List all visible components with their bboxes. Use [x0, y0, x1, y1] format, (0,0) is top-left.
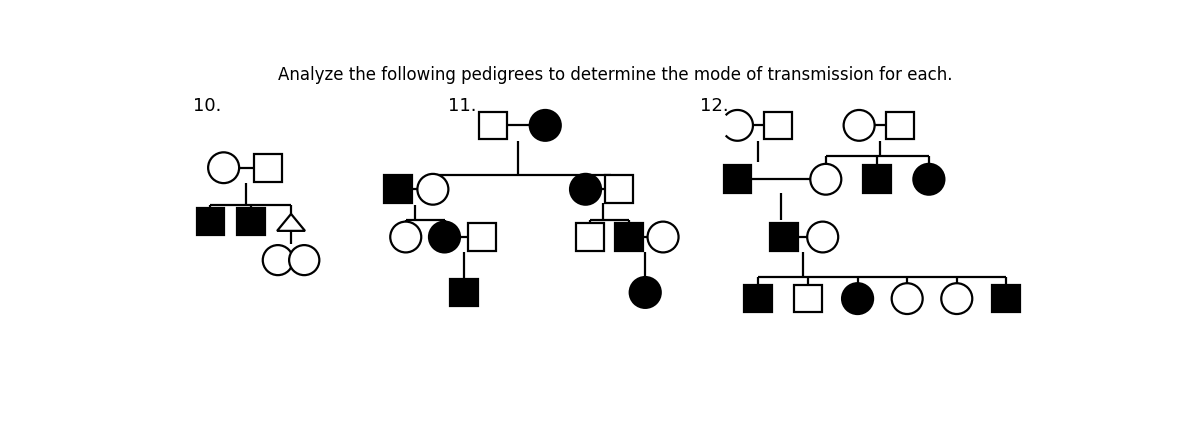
Circle shape — [418, 174, 449, 205]
Bar — [605, 176, 632, 203]
Circle shape — [570, 174, 601, 205]
Bar — [468, 223, 496, 251]
Bar — [576, 223, 604, 251]
Bar — [744, 285, 773, 313]
Bar — [450, 279, 478, 306]
Circle shape — [892, 283, 923, 314]
Bar — [770, 223, 798, 251]
Circle shape — [913, 164, 944, 195]
Bar — [724, 165, 751, 193]
Polygon shape — [277, 214, 305, 231]
Circle shape — [844, 110, 875, 141]
Text: 10.: 10. — [193, 97, 221, 115]
Circle shape — [289, 245, 319, 275]
Bar — [794, 285, 822, 313]
Circle shape — [390, 222, 421, 252]
Circle shape — [808, 222, 838, 252]
Circle shape — [430, 222, 460, 252]
Circle shape — [941, 283, 972, 314]
Bar — [763, 112, 792, 139]
Circle shape — [842, 283, 874, 314]
Bar — [236, 208, 265, 236]
Bar — [616, 223, 643, 251]
Bar — [479, 112, 506, 139]
Bar — [887, 112, 914, 139]
Circle shape — [810, 164, 841, 195]
Bar — [254, 154, 282, 181]
Text: 12.: 12. — [701, 97, 728, 115]
Bar — [992, 285, 1020, 313]
Bar — [197, 208, 224, 236]
Bar — [384, 176, 412, 203]
Text: Analyze the following pedigrees to determine the mode of transmission for each.: Analyze the following pedigrees to deter… — [277, 66, 953, 84]
Circle shape — [529, 110, 560, 141]
Bar — [863, 165, 890, 193]
Circle shape — [208, 152, 239, 183]
Circle shape — [263, 245, 293, 275]
Text: 11.: 11. — [449, 97, 476, 115]
Circle shape — [630, 277, 661, 308]
Circle shape — [648, 222, 678, 252]
